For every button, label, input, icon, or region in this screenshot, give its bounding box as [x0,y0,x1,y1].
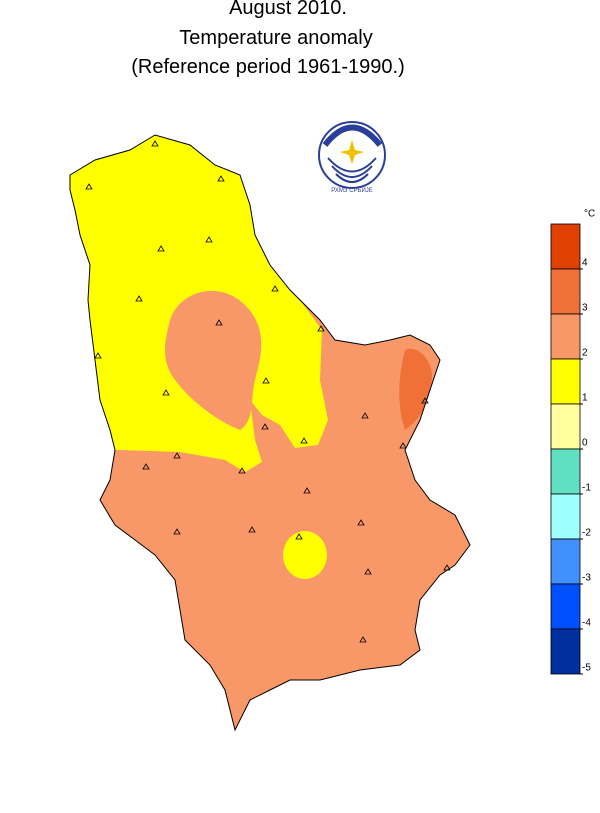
station [361,412,369,419]
logo: РХМЗ СРБИЈЕ [318,121,386,194]
legend-tick-label: 1 [582,393,588,404]
legend-swatch [550,223,581,270]
station [261,423,269,430]
station [85,183,93,190]
station [295,533,303,540]
legend-unit: °C [584,209,595,220]
legend-swatch [550,268,581,315]
legend-tick-label: -4 [582,618,591,629]
station [162,389,170,396]
title-line: Temperature anomaly [179,27,372,49]
station [94,352,102,359]
legend-tick-label: 3 [582,303,588,314]
title-line: (Reference period 1961-1990.) [131,56,405,78]
station [317,325,325,332]
legend-swatch [550,403,581,450]
station [300,437,308,444]
station [238,467,246,474]
legend-tick-label: -1 [582,483,591,494]
title-line: August 2010. [229,0,347,19]
station [157,245,165,252]
station [173,452,181,459]
legend-swatch [550,538,581,585]
station [205,236,213,243]
logo-text: РХМЗ СРБИЈЕ [331,188,373,194]
legend-tick-label: 4 [582,258,588,269]
legend-tick-label: -3 [582,573,591,584]
station [135,295,143,302]
station [421,397,429,404]
station [271,285,279,292]
station [248,526,256,533]
station [151,140,159,147]
legend: 4 3 2 1 0 -1 -2 -3 -4 -5 [550,223,591,675]
legend-swatch [550,583,581,630]
station [215,319,223,326]
legend-swatch [550,628,581,675]
station [399,442,407,449]
legend-tick-label: 0 [582,438,588,449]
legend-tick-label: -2 [582,528,591,539]
station [364,568,372,575]
legend-swatch [550,358,581,405]
legend-swatch [550,493,581,540]
station [217,175,225,182]
legend-swatch [550,448,581,495]
station [359,636,367,643]
station [262,377,270,384]
station [173,528,181,535]
stations [85,140,451,643]
station [443,564,451,571]
station [142,463,150,470]
legend-swatch [550,313,581,360]
legend-tick-label: 2 [582,348,588,359]
legend-tick-label: -5 [582,663,591,674]
station [357,519,365,526]
station [303,487,311,494]
